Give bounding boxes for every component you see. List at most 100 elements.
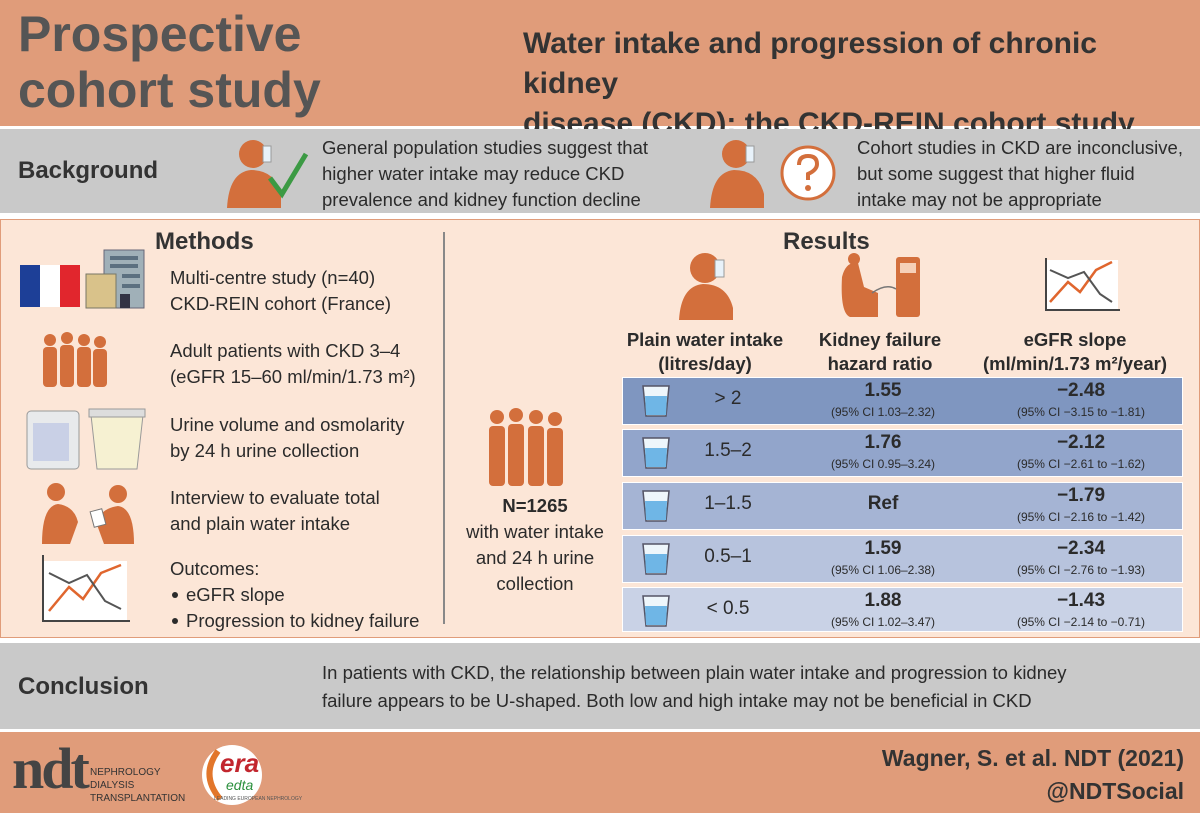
outcomes-label: Outcomes: [170,558,260,579]
text-line: TRANSPLANTATION [90,793,186,804]
egfr-slope: −1.79 [1056,485,1106,506]
text-line: (litres/day) [658,353,752,374]
text-line: Kidney failure [818,329,942,350]
drinking-icon [679,253,733,320]
method-item: Multi-centre study (n=40) CKD-REIN cohort… [170,265,391,317]
text-line: Multi-centre study (n=40) [170,267,376,288]
hazard-ratio: 1.88 [864,590,902,611]
era-logo-ring [202,745,262,805]
ndt-logo-mark: ndt [12,736,90,801]
text-line: higher water intake may reduce CKD [322,163,625,184]
egfr-slope-ci: (95% CI −3.15 to −1.81) [1016,405,1146,419]
text-line: failure appears to be U-shaped. Both low… [322,690,1032,711]
text-line: Adult patients with CKD 3–4 [170,340,401,361]
methods-title: Methods [155,228,254,255]
hazard-ratio-ci: (95% CI 1.03–2.32) [830,405,936,419]
building-icon [85,249,145,309]
question-icon [780,145,836,201]
background-band [0,129,1200,213]
text-line: DIALYSIS [90,780,135,791]
intake-label: 1.5–2 [704,440,752,461]
egfr-slope: −2.34 [1056,538,1106,559]
people-icon [489,408,563,486]
conclusion-band [0,643,1200,729]
column-header: Kidney failure hazard ratio [795,328,965,376]
hazard-ratio: 1.55 [864,380,902,401]
study-type: Prospective cohort study [18,6,321,118]
text-line: (eGFR 15–60 ml/min/1.73 m²) [170,366,416,387]
results-title: Results [783,228,870,255]
text-line: and plain water intake [170,513,350,534]
egfr-slope-ci: (95% CI −2.76 to −1.93) [1016,563,1146,577]
era-logo-mark: era [220,748,260,778]
method-item: Interview to evaluate total and plain wat… [170,485,380,537]
text-line: Plain water intake [626,329,784,350]
ndt-logo-text: NEPHROLOGY DIALYSIS TRANSPLANTATION [90,766,185,805]
citation-text: Wagner, S. et al. NDT (2021) [881,745,1184,771]
study-type-line: Prospective [18,6,302,62]
text-line: eGFR slope [1023,329,1127,350]
table-row: < 0.5 1.88 (95% CI 1.02–3.47) −1.43 (95% CI … [622,587,1183,632]
section-label: Conclusion [18,673,149,700]
conclusion-text: In patients with CKD, the relationship b… [322,659,1067,715]
text-line: CKD-REIN cohort (France) [170,293,392,314]
egfr-slope: −2.48 [1056,380,1106,401]
hazard-ratio: Ref [867,493,899,514]
bullet-text: eGFR slope [186,584,285,605]
hazard-ratio-ci: (95% CI 1.06–2.38) [830,563,936,577]
text-line: and 24 h urine [475,547,595,568]
urine-containers [26,408,146,470]
glass-icon [642,595,670,627]
intake-label: 1–1.5 [704,493,752,514]
footer [0,732,1200,813]
divider [443,232,445,624]
france-flag [20,265,80,307]
table-row: 0.5–1 1.59 (95% CI 1.06–2.38) −2.34 (95% CI … [622,535,1183,583]
table-row: > 2 1.55 (95% CI 1.03–2.32) −2.48 (95% CI −3… [622,377,1183,425]
study-type-line: cohort study [18,62,321,118]
drinking-icon [710,140,764,208]
method-item: Adult patients with CKD 3–4 (eGFR 15–60 m… [170,338,416,390]
column-header: eGFR slope (ml/min/1.73 m²/year) [965,328,1185,376]
social-handle: @NDTSocial [1046,778,1184,804]
hazard-ratio: 1.76 [864,432,902,453]
table-row: 1.5–2 1.76 (95% CI 0.95–3.24) −2.12 (95% CI … [622,429,1183,477]
text-line: Urine volume and osmolarity [170,414,405,435]
text-line: General population studies suggest that [322,137,649,158]
section-label: Background [18,157,159,184]
hazard-ratio: 1.59 [864,538,902,559]
people-icon [43,332,107,387]
hazard-ratio-ci: (95% CI 1.02–3.47) [830,615,936,629]
text-line: intake may not be appropriate [857,189,1102,210]
egfr-slope-ci: (95% CI −2.16 to −1.42) [1016,510,1146,524]
text-line: with water intake [466,521,604,542]
text-line: NEPHROLOGY [90,767,161,778]
text-line: but some suggest that higher fluid [857,163,1135,184]
intake-label: < 0.5 [706,598,750,619]
text-line: Cohort studies in CKD are inconclusive, [857,137,1183,158]
glass-icon [642,543,670,575]
bullet-item: Progression to kidney failure [170,608,419,634]
n-total: N=1265 [502,495,568,516]
glass-icon [642,490,670,522]
check-icon [268,152,309,199]
text-line: collection [496,573,574,594]
drinking-icon [227,140,281,208]
era-logo-tagline: LEADING EUROPEAN NEPHROLOGY [214,796,303,802]
intake-label: > 2 [714,388,742,409]
glass-icon [642,385,670,417]
egfr-slope: −1.43 [1056,590,1106,611]
text-line: hazard ratio [827,353,933,374]
hazard-ratio-ci: (95% CI 0.95–3.24) [830,457,936,471]
n-summary: N=1265 with water intake and 24 h urine … [450,493,620,597]
table-row: 1–1.5 Ref −1.79 (95% CI −2.16 to −1.42) [622,482,1183,530]
egfr-slope-ci: (95% CI −2.61 to −1.62) [1016,457,1146,471]
slope-chart-icon [42,555,130,622]
egfr-slope-ci: (95% CI −2.14 to −0.71) [1016,615,1146,629]
method-item: Urine volume and osmolarity by 24 h urine… [170,412,404,464]
text-line: by 24 h urine collection [170,440,360,461]
slope-chart-icon [1045,258,1120,311]
outcomes: Outcomes: eGFR slope Progression to kidn… [170,556,419,634]
title: Water intake and progression of chronic … [523,24,1200,144]
